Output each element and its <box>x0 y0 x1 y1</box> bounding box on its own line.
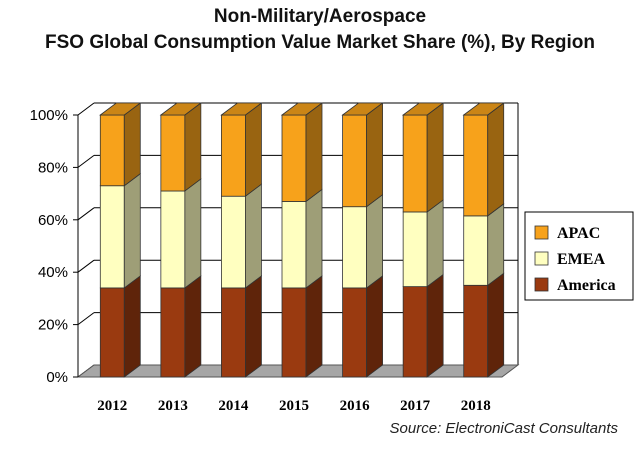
bar-side-emea-2018 <box>487 203 505 287</box>
bar-america-2012 <box>99 287 125 378</box>
y-axis: 0% 20% 40% 60% 80% 100% <box>30 107 79 386</box>
bar-side-america-2017 <box>426 273 444 378</box>
bar-side-apac-2012 <box>123 102 141 187</box>
bar-apac-2013 <box>160 114 186 192</box>
x-tick-label: 2017 <box>400 398 431 414</box>
bar-side-emea-2015 <box>305 188 323 289</box>
bar-side-america-2014 <box>245 275 262 378</box>
legend-swatch-america <box>534 277 549 292</box>
bar-side-america-2015 <box>305 275 323 378</box>
x-tick-label: 2015 <box>279 398 309 414</box>
bar-side-apac-2017 <box>426 102 444 213</box>
bar-group-2015 <box>280 102 324 378</box>
bar-group-2012 <box>99 102 142 378</box>
bar-apac-2017 <box>402 114 428 213</box>
bar-apac-2015 <box>281 114 307 202</box>
bar-emea-2018 <box>463 215 489 286</box>
bar-side-apac-2013 <box>184 102 202 192</box>
source-credit: Source: ElectroniCast Consultants <box>389 420 618 437</box>
chart-bars <box>99 102 505 378</box>
bar-group-2013 <box>159 102 203 378</box>
bar-top-2016 <box>341 102 384 116</box>
bar-group-2014 <box>220 102 263 378</box>
bar-apac-2014 <box>221 114 246 197</box>
legend-label-emea: EMEA <box>557 251 605 268</box>
gridline-diag <box>77 259 95 273</box>
bar-side-apac-2014 <box>245 102 262 198</box>
bar-america-2016 <box>342 287 367 378</box>
bar-side-america-2012 <box>123 275 141 378</box>
bar-side-america-2016 <box>366 275 383 378</box>
bar-apac-2012 <box>99 114 125 187</box>
bar-side-america-2018 <box>487 272 505 378</box>
bar-emea-2014 <box>221 195 246 289</box>
y-tick-label: 80% <box>38 159 68 176</box>
legend-swatch-apac <box>534 225 549 240</box>
bar-apac-2018 <box>463 114 489 217</box>
bar-side-emea-2013 <box>184 178 202 289</box>
x-tick-label: 2013 <box>158 398 188 414</box>
x-axis: 2012 2013 2014 2015 2016 2017 2018 <box>97 398 490 414</box>
bar-side-emea-2016 <box>366 193 383 289</box>
gridline-diag <box>77 312 95 326</box>
gridline-diag <box>77 102 95 116</box>
bar-top-2018 <box>462 102 505 116</box>
bar-top-2014 <box>220 102 263 116</box>
chart-title-line2: FSO Global Consumption Value Market Shar… <box>44 32 596 53</box>
bar-side-apac-2018 <box>487 102 505 217</box>
x-tick-label: 2018 <box>461 398 491 414</box>
bar-side-emea-2017 <box>426 199 444 288</box>
y-tick-label: 40% <box>38 264 68 281</box>
legend-label-america: America <box>557 277 616 294</box>
x-tick-label: 2014 <box>218 398 249 414</box>
gridline-diag <box>77 154 95 168</box>
bar-top-2012 <box>99 102 142 116</box>
x-tick-label: 2016 <box>340 398 371 414</box>
bar-america-2013 <box>160 287 186 378</box>
bar-america-2015 <box>281 287 307 378</box>
bar-group-2018 <box>462 102 505 378</box>
bar-emea-2015 <box>281 201 307 289</box>
y-tick-label: 0% <box>46 369 68 386</box>
bar-group-2016 <box>341 102 384 378</box>
bar-group-2017 <box>401 102 445 378</box>
bar-emea-2013 <box>160 190 186 289</box>
bar-top-2015 <box>280 102 324 116</box>
bar-side-america-2013 <box>184 275 202 378</box>
gridline-diag <box>77 207 95 221</box>
bar-top-2013 <box>159 102 203 116</box>
y-tick-label: 60% <box>38 212 68 229</box>
chart-title-line1: Non-Military/Aerospace <box>213 6 427 27</box>
legend-swatch-emea <box>534 251 549 266</box>
legend-label-apac: APAC <box>557 225 600 242</box>
bar-side-emea-2012 <box>123 172 141 289</box>
chart-legend: APAC EMEA America <box>524 211 634 301</box>
bar-emea-2016 <box>342 206 367 289</box>
bar-side-emea-2014 <box>245 183 262 289</box>
x-tick-label: 2012 <box>97 398 127 414</box>
bar-emea-2017 <box>402 211 428 288</box>
bar-america-2017 <box>402 286 428 378</box>
bar-america-2018 <box>463 284 489 378</box>
bar-apac-2016 <box>342 114 367 208</box>
bar-side-apac-2016 <box>366 102 383 208</box>
bar-top-2017 <box>401 102 445 116</box>
bar-side-apac-2015 <box>305 102 323 203</box>
y-tick-label: 20% <box>38 317 68 334</box>
y-tick-label: 100% <box>30 107 68 124</box>
bar-emea-2012 <box>99 185 125 289</box>
bar-america-2014 <box>221 287 246 378</box>
